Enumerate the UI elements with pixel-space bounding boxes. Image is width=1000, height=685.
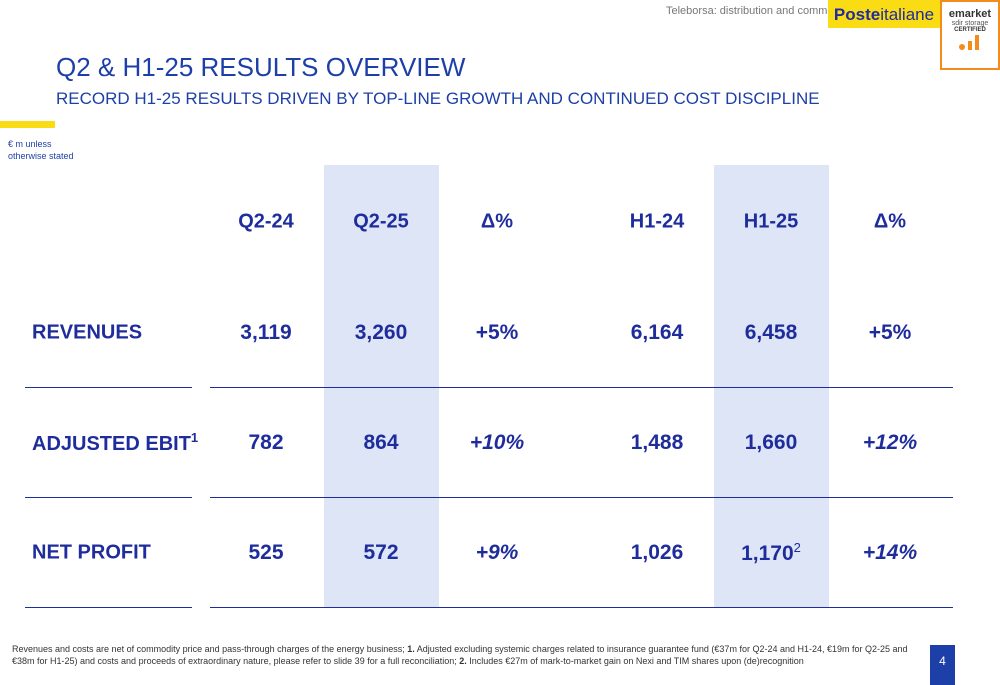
value-text: +12%: [862, 431, 918, 454]
cell-value: 1,488: [600, 431, 714, 455]
footnote-ref: 1.: [407, 644, 415, 654]
row-rule: [25, 387, 192, 388]
cell-value: 572: [324, 541, 438, 565]
cell-value: 6,164: [600, 321, 714, 345]
value-text: 3,260: [354, 321, 408, 344]
column-header: Q2-24: [238, 210, 294, 233]
logo-light: italiane: [880, 5, 935, 24]
value-text: 782: [248, 431, 284, 454]
value-text: 572: [363, 541, 399, 564]
value-text: 1,026: [630, 541, 684, 564]
page-number: 4: [930, 645, 955, 685]
logo: Posteitaliane: [828, 0, 940, 28]
note-ref: 2: [793, 540, 801, 555]
badge-icon: [959, 35, 979, 50]
value-text: +10%: [469, 431, 525, 454]
value-text: +5%: [868, 321, 912, 344]
footnote: Revenues and costs are net of commodity …: [12, 643, 927, 667]
units: € m unless otherwise stated: [8, 139, 74, 161]
column-header: Δ%: [873, 210, 907, 233]
value-text: 1,660: [744, 431, 798, 454]
value-text: 3,119: [240, 321, 292, 344]
footnote-text: Adjusted excluding systemic charges rela…: [12, 644, 908, 666]
highlight-column: [324, 165, 439, 607]
row-label: NET PROFIT: [32, 541, 151, 564]
column-header: H1-25: [743, 210, 799, 233]
cell-value: 1,1702: [714, 540, 828, 566]
value-text: +14%: [862, 541, 918, 564]
value-text: 6,164: [630, 321, 684, 344]
badge-cert: CERTIFIED: [954, 27, 986, 33]
row-rule: [210, 387, 953, 388]
row-label: REVENUES: [32, 321, 143, 344]
cell-value: 3,119: [209, 321, 323, 345]
accent-bar: [0, 121, 55, 128]
cell-value: 1,026: [600, 541, 714, 565]
cell-value: 864: [324, 431, 438, 455]
cell-value: +10%: [440, 431, 554, 455]
value-text: +5%: [475, 321, 519, 344]
row-rule: [25, 497, 192, 498]
cell-value: 6,458: [714, 321, 828, 345]
badge: emarket sdir storage CERTIFIED: [940, 0, 1000, 70]
cell-value: +12%: [833, 431, 947, 455]
value-text: 1,170: [741, 542, 794, 565]
row-label: ADJUSTED EBIT1: [32, 430, 199, 455]
badge-sub: sdir storage: [951, 20, 989, 27]
row-rule: [210, 607, 953, 608]
row-rule: [25, 607, 192, 608]
value-text: 864: [363, 431, 399, 454]
value-text: 6,458: [744, 321, 798, 344]
cell-value: +14%: [833, 541, 947, 565]
value-text: 525: [248, 541, 284, 564]
note-ref: 1: [190, 430, 199, 446]
column-header: H1-24: [629, 210, 685, 233]
cell-value: 3,260: [324, 321, 438, 345]
subtitle: RECORD H1-25 RESULTS DRIVEN BY TOP-LINE …: [56, 89, 820, 108]
footnote-ref: 2.: [459, 656, 467, 666]
logo-bold: Poste: [833, 5, 881, 24]
highlight-column: [714, 165, 829, 607]
footnote-text: Includes €27m of mark-to-market gain on …: [466, 656, 804, 666]
cell-value: +5%: [440, 321, 554, 345]
value-text: +9%: [475, 541, 519, 564]
cell-value: 525: [209, 541, 323, 565]
cell-value: 782: [209, 431, 323, 455]
footnote-text: Revenues and costs are net of commodity …: [12, 644, 408, 654]
title: Q2 & H1-25 RESULTS OVERVIEW: [56, 52, 466, 82]
column-header: Δ%: [480, 210, 514, 233]
cell-value: +9%: [440, 541, 554, 565]
cell-value: +5%: [833, 321, 947, 345]
cell-value: 1,660: [714, 431, 828, 455]
value-text: 1,488: [630, 431, 684, 454]
column-header: Q2-25: [353, 210, 409, 233]
badge-name: emarket: [948, 8, 992, 20]
row-rule: [210, 497, 953, 498]
